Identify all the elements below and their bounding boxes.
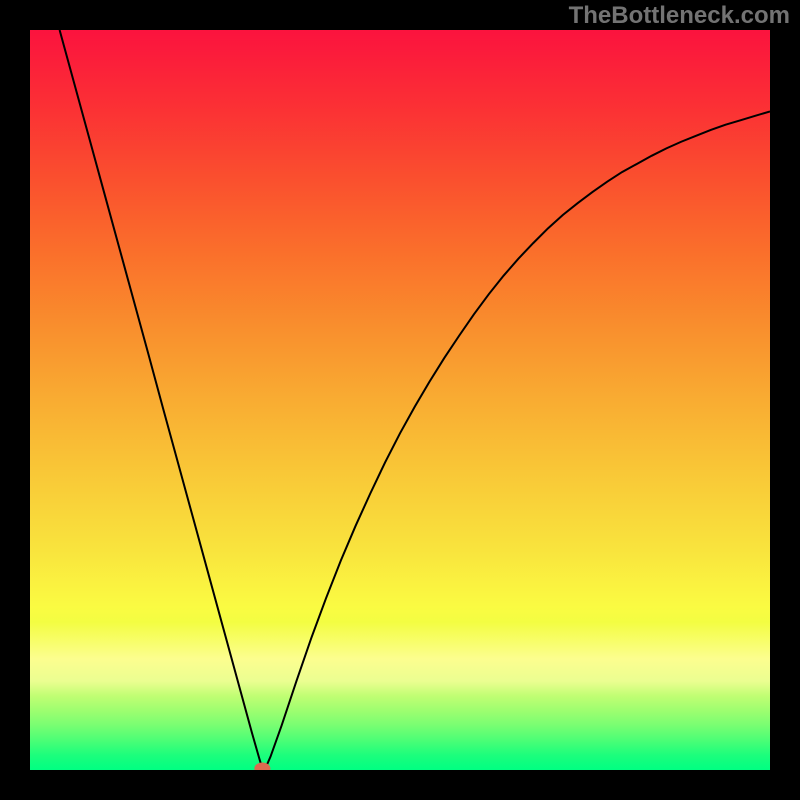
watermark-text: TheBottleneck.com xyxy=(569,2,790,30)
bottleneck-curve xyxy=(60,30,770,769)
curve-layer xyxy=(30,30,770,770)
chart-container: TheBottleneck.com xyxy=(0,0,800,800)
plot-area xyxy=(30,30,770,770)
